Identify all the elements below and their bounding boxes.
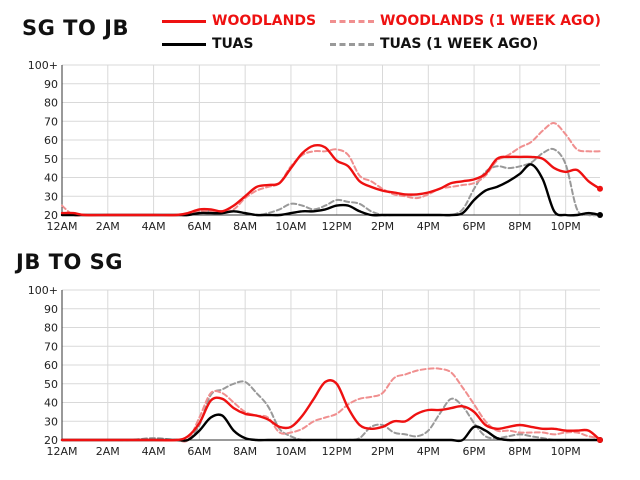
x-tick-label: 6AM [187,445,211,458]
x-tick-label: 8PM [508,445,531,458]
series-end-dot-woodlands [597,185,603,192]
y-tick-label: 100+ [28,59,58,72]
y-tick-label: 80 [44,97,58,110]
y-tick-label: 60 [44,359,58,372]
sg-to-jb-title: SG TO JB [22,16,129,40]
x-tick-label: 6AM [187,220,211,233]
legend-woodlands-swatch [162,19,206,23]
legend-tuas-ago-label: TUAS (1 WEEK AGO) [380,36,539,52]
y-tick-label: 20 [44,209,58,222]
x-tick-label: 2AM [96,445,120,458]
legend-woodlands-ago: WOODLANDS (1 WEEK AGO) [330,13,601,29]
series-line-tuas [60,413,602,443]
legend-tuas-ago-swatch [330,42,374,46]
legend-woodlands: WOODLANDS [162,13,316,29]
legend-tuas: TUAS [162,36,253,52]
x-tick-label: 10AM [275,220,306,233]
x-tick-label: 8AM [233,445,257,458]
x-tick-label: 10AM [275,445,306,458]
legend-woodlands-ago-label: WOODLANDS (1 WEEK AGO) [380,13,601,29]
y-tick-label: 50 [44,378,58,391]
series-line-woodlands [60,379,602,442]
series-line-woodlands [60,143,602,217]
x-tick-label: 4PM [417,220,440,233]
y-tick-label: 100+ [28,284,58,297]
y-tick-label: 40 [44,172,58,185]
x-tick-label: 2AM [96,220,120,233]
x-tick-label: 6PM [463,445,486,458]
x-tick-label: 10PM [551,220,581,233]
legend-tuas-ago: TUAS (1 WEEK AGO) [330,36,538,52]
y-tick-label: 80 [44,322,58,335]
x-tick-label: 2PM [371,445,394,458]
y-tick-label: 60 [44,134,58,147]
x-tick-label: 8PM [508,220,531,233]
x-tick-label: 4PM [417,445,440,458]
x-tick-label: 10PM [551,445,581,458]
x-tick-label: 12AM [46,445,77,458]
x-tick-label: 8AM [233,220,257,233]
jb-to-sg-title: JB TO SG [16,250,123,274]
y-tick-label: 90 [44,303,58,316]
y-tick-label: 90 [44,78,58,91]
x-tick-label: 2PM [371,220,394,233]
x-tick-label: 6PM [463,220,486,233]
legend-woodlands-label: WOODLANDS [212,13,317,29]
y-tick-label: 30 [44,190,58,203]
y-tick-label: 70 [44,115,58,128]
sg-to-jb-chart: 20 30 40 50 60 70 80 90 100+ 12AM 2AM 4AM 6AM 8AM 10AM… [28,59,603,233]
x-tick-label: 4AM [142,220,166,233]
legend-tuas-swatch [162,42,206,46]
x-tick-label: 4AM [142,445,166,458]
series-line-tuas [60,163,602,217]
x-tick-label: 12PM [322,445,352,458]
legend-tuas-label: TUAS [212,36,254,52]
series-line-tuas-ago [61,147,601,217]
series-end-dot-tuas [597,212,603,218]
y-tick-label: 20 [44,434,58,447]
x-tick-label: 12PM [322,220,352,233]
y-tick-label: 30 [44,415,58,428]
x-tick-label: 12AM [46,220,77,233]
legend-woodlands-ago-swatch [330,19,374,23]
y-tick-label: 50 [44,153,58,166]
y-tick-label: 40 [44,397,58,410]
series-end-dot-woodlands [597,437,603,443]
y-tick-label: 70 [44,340,58,353]
